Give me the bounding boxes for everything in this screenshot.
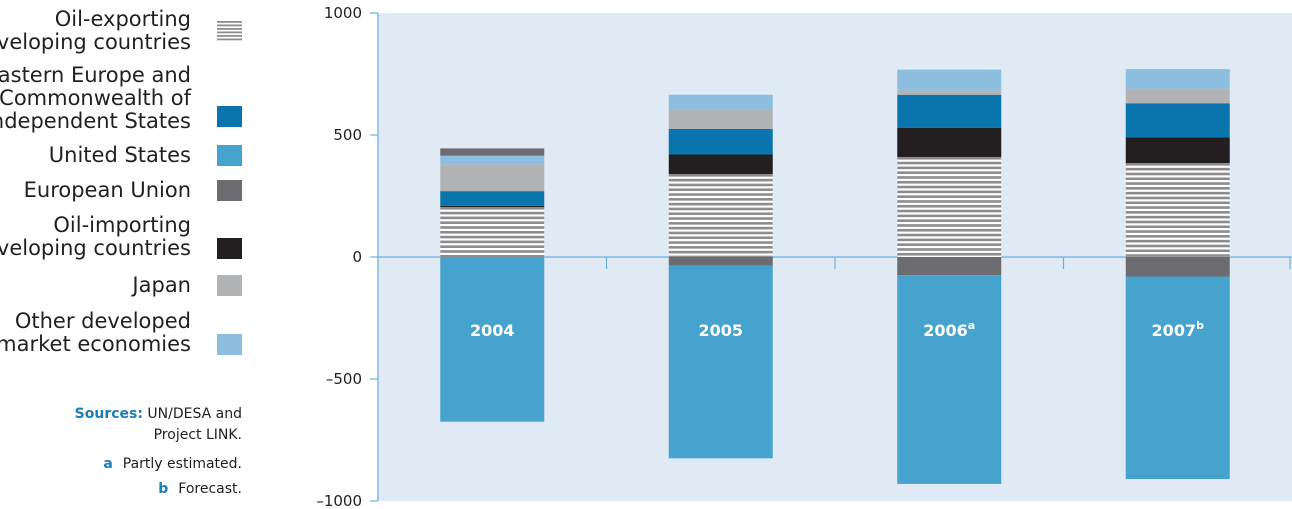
bar-segment-other-developed-market-economies [668, 94, 773, 110]
bar-segment-oil-importing-developing-countries [440, 205, 545, 207]
legend-item-japan: Japan [132, 274, 242, 297]
year-labels: 2004 2005 2006a 2007b [470, 319, 1204, 340]
legend-swatch-striped [217, 20, 242, 42]
bar-segment-oil-exporting-developing-countries [440, 206, 545, 257]
bar-segment-united-states [668, 265, 773, 459]
legend-swatch [217, 106, 242, 127]
bar-segment-united-states [440, 257, 545, 422]
legend-swatch [217, 237, 242, 259]
legend-swatch [217, 145, 242, 166]
bar-segment-eastern-europe-and-commonwealth-of-independent-states [440, 191, 545, 206]
legend-label: Other developed market economies [0, 309, 191, 356]
bar-segment-japan [1125, 88, 1230, 104]
legend-label: Oil-importing developing countries [0, 213, 191, 260]
bar-segment-oil-exporting-developing-countries [897, 156, 1002, 257]
legend-label: Oil-exporting developing countries [0, 7, 191, 54]
bar-segment-other-developed-market-economies [897, 69, 1002, 91]
footnote-marker: b [158, 481, 169, 497]
legend-label: Japan [132, 273, 191, 297]
bar-segment-oil-exporting-developing-countries [1125, 163, 1230, 257]
bar-segment-other-developed-market-economies [440, 155, 545, 165]
footnote-b: b Forecast. [158, 479, 242, 500]
legend-item-oil-importing: Oil-importing developing countries [0, 214, 242, 260]
legend: Oil-exporting developing countries Easte… [0, 0, 270, 509]
legend-item-other-developed: Other developed market economies [0, 310, 242, 356]
bar-segment-other-developed-market-economies [1125, 69, 1230, 89]
footnote-text: Partly estimated. [122, 456, 242, 472]
bar-segment-japan [440, 164, 545, 192]
year-label: 2006a [923, 319, 975, 340]
legend-item-united-states: United States [49, 144, 242, 167]
footnote-text: Forecast. [178, 481, 242, 497]
year-label: 2004 [470, 321, 515, 340]
sources-text: UN/DESA and [147, 406, 242, 422]
y-tick-label: –1000 [316, 492, 362, 509]
bar-segment-oil-exporting-developing-countries [668, 174, 773, 257]
legend-label: Eastern Europe and Commonwealth of Indep… [0, 63, 191, 133]
bar-segment-european-union [897, 257, 1002, 276]
y-tick-label: 500 [333, 126, 362, 144]
legend-item-european-union: European Union [24, 179, 242, 202]
bar-segment-japan [668, 109, 773, 129]
bar-segment-oil-importing-developing-countries [1125, 137, 1230, 164]
footnote-marker: a [103, 456, 113, 472]
y-tick-label: –500 [326, 370, 362, 388]
bars [440, 69, 1230, 484]
y-tick-label: 0 [352, 248, 362, 266]
bar-segment-eastern-europe-and-commonwealth-of-independent-states [897, 94, 1002, 128]
year-label: 2007b [1152, 319, 1205, 340]
bar-segment-united-states [897, 275, 1002, 484]
legend-swatch [217, 275, 242, 296]
sources-text: Project LINK. [153, 427, 242, 443]
year-label: 2005 [698, 321, 743, 340]
bar-segment-eastern-europe-and-commonwealth-of-independent-states [1125, 103, 1230, 138]
bar-segment-japan [897, 90, 1002, 95]
legend-label: European Union [23, 178, 191, 202]
bar-segment-european-union [440, 148, 545, 156]
sources-label: Sources: [74, 406, 143, 422]
bar-segment-eastern-europe-and-commonwealth-of-independent-states [668, 128, 773, 155]
legend-item-eecis: Eastern Europe and Commonwealth of Indep… [0, 64, 242, 133]
bar-segment-oil-importing-developing-countries [668, 154, 773, 175]
legend-swatch [217, 180, 242, 201]
bar-segment-european-union [668, 257, 773, 266]
bar-segment-european-union [1125, 257, 1230, 277]
legend-swatch [217, 333, 242, 355]
bar-segment-oil-importing-developing-countries [897, 127, 1002, 157]
legend-label: United States [48, 143, 191, 167]
bar-segment-united-states [1125, 276, 1230, 480]
sources-note: Sources: UN/DESA and Project LINK. [75, 404, 242, 446]
legend-item-oil-exporting: Oil-exporting developing countries [0, 8, 242, 54]
footnote-a: a Partly estimated. [103, 454, 242, 475]
y-tick-label: 1000 [324, 4, 362, 22]
